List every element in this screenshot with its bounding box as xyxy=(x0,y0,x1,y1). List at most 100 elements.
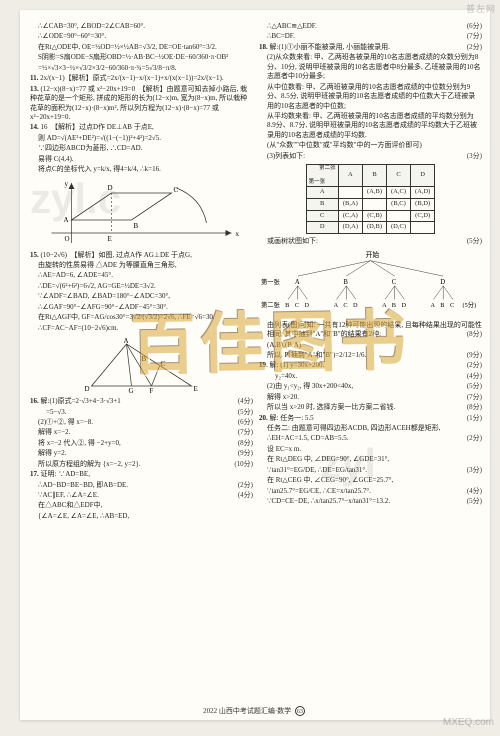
t: ∴BC=DF. xyxy=(267,32,295,40)
watermark-corner: 普左网 xyxy=(466,2,496,15)
t: 解得 x>20. xyxy=(267,393,299,401)
text-line: 将 x=−2 代入②, 得 −2+y=0, (8分) xyxy=(30,439,253,448)
pt-label: C xyxy=(161,360,166,368)
diag-bot: 第一张 xyxy=(309,179,326,186)
text-line: ∴∠ODE=90°−60°=30°. xyxy=(30,32,253,41)
pt-label: B xyxy=(134,222,139,230)
tree-node: B xyxy=(285,302,289,309)
tree-node: D xyxy=(401,302,406,309)
text-line: 从平均数来看: 甲、乙两班被录用的10名志愿者成绩的平均数分别为8.9分、8.7… xyxy=(259,112,482,140)
text-line: (3)列表如下: xyxy=(259,152,482,161)
text-line: S阴影=S扇ODE−S扇形OBD=½·AB·BC−½OE·DE−60/360·π… xyxy=(30,53,253,62)
score: (4分) xyxy=(238,491,253,500)
t: ∴AD−BD=BE−BD, 即AB=DE. xyxy=(38,481,128,489)
t: ∵tan25.7°=EG/CE, ∴CE=x/tan25.7°. xyxy=(267,487,371,495)
pt-label: G xyxy=(129,387,134,394)
text-line: (2)①+②, 得 x=−8.(6分) xyxy=(30,418,253,427)
score: (4分) xyxy=(238,397,253,406)
text-line: 则 AD=√(AE²+DE²)=√((1−(−1))²+4²)=2√5. xyxy=(30,134,253,143)
td: (C,B) xyxy=(363,210,387,222)
q18: 18. 解:(1)①小丽不能被录用, 小丽能被录用.(2分) xyxy=(259,43,482,52)
t: ∵tan31°=EG/DE, ∴DE=EG/tan31°. xyxy=(267,466,367,474)
text-line: 在Rt△AGF中, GF=AG/cos30°=3√2/(√3/2)=2√6, ∴… xyxy=(30,313,253,322)
th: D xyxy=(306,222,338,234)
th: D xyxy=(410,165,434,187)
pt-label: D xyxy=(108,184,113,192)
tree-node: A xyxy=(295,279,300,286)
probability-table: 第二张 第一张 A B C D A (A,B) (A,C) (A,D) B (B… xyxy=(306,164,436,234)
q-num: 15. xyxy=(30,251,39,259)
text-line: 解得 y=2.(9分) xyxy=(30,449,253,458)
text-line: 由旋转的性质易得 △ADE 为等腰直角三角形, xyxy=(30,261,253,270)
t: 将 x=−2 代入②, 得 −2+y=0, xyxy=(38,439,121,447)
page-number: 63 xyxy=(295,706,305,716)
t: 解得 x=−2. xyxy=(38,428,70,436)
text-line: ∴BC=DF. (7分) xyxy=(259,32,482,41)
q15: 15. (10−2√6) 【解析】如图, 过点A作 AG⊥DE 于点G, xyxy=(30,251,253,260)
left-column: ∴∠CAB=30°, ∠BOD=2∠CAB=60°. ∴∠ODE=90°−60°… xyxy=(30,22,253,712)
score: (2分) xyxy=(238,481,253,490)
text-line: 在 Rt△CEG 中, ∠CEG=90°, ∠GCE=25.7°, xyxy=(259,476,482,485)
score: (6分) xyxy=(467,22,482,31)
th: C xyxy=(306,210,338,222)
text-line: ∴EH=AC=1.5, CD=AB=5.5.(2分) xyxy=(259,434,482,443)
text-line: ∴∠GAF=90°−∠AFG=90°−∠ADF−45°=30°. xyxy=(30,303,253,312)
score: (7分) xyxy=(467,393,482,402)
watermark-site: MXEQ.com xyxy=(443,717,494,728)
pt-label: E xyxy=(108,235,112,243)
text-line: ∴CF=AC−AF=(10−2√6)cm. xyxy=(30,324,253,333)
pt-label: A xyxy=(124,337,129,345)
page-container: ∴∠CAB=30°, ∠BOD=2∠CAB=60°. ∴∠ODE=90°−60°… xyxy=(20,10,490,720)
score: (4分) xyxy=(467,372,482,381)
tree-node: C xyxy=(295,302,299,309)
q-num: 14. xyxy=(30,123,39,131)
text-line: 解得 x=−2.(7分) xyxy=(30,428,253,437)
score: (8分) xyxy=(238,439,253,448)
text-line: 在 Rt△DEG 中, ∠DEG=90°, ∠GDE=31°, xyxy=(259,455,482,464)
q-num: 17. xyxy=(30,470,39,478)
th: C xyxy=(387,165,411,187)
td: (D,B) xyxy=(363,222,387,234)
tree-node: D xyxy=(305,302,310,309)
pt-label: B xyxy=(142,355,147,363)
text-line: =½×√3×3−½×√3/2×3/2−60/360·π·¾=5√3/8−π/8. xyxy=(30,64,253,73)
text-line: 任务二: 由题意可得四边形ACDB, 四边形ACEH都是矩形, xyxy=(259,424,482,433)
td: (A,B) xyxy=(363,187,387,199)
td: (D,C) xyxy=(387,222,411,234)
q-body: 2x/(x−1)【解析】原式=2x/(x−1)−x/(x−1)+x/(x(x−1… xyxy=(40,74,223,82)
tree-node: C xyxy=(343,302,347,309)
td xyxy=(387,210,411,222)
t: 解得 y=2. xyxy=(38,449,66,457)
th: B xyxy=(306,198,338,210)
td xyxy=(410,222,434,234)
q-body: 解: (1) y=30x+200. xyxy=(270,361,325,369)
td xyxy=(363,198,387,210)
t: ∵AC∥EF, ∴∠A=∠E. xyxy=(38,491,99,499)
text-line: 将点C的坐标代入 y=k/x, 得4=k/4, ∴k=16. xyxy=(30,165,253,174)
text-line: 所以当 x>20 时, 选择方案一比方案二省钱.(8分) xyxy=(259,403,482,412)
td: (B,A) xyxy=(338,198,362,210)
score: (10分) xyxy=(234,460,253,469)
text-line: ∵∠ADF=∠BAD, ∠BAD=180°−∠ADC=30°, xyxy=(30,292,253,301)
text-line: (A,B),(B,A). xyxy=(259,341,482,350)
footer-text: 2022 山西中考试题汇编·数学 xyxy=(203,707,291,715)
text-line: y₂=40x.(4分) xyxy=(259,372,482,381)
right-column: ∴△ABC≌△EDF.(6分) ∴BC=DF.(7分) 18. 解:(1)①小丽… xyxy=(259,22,482,712)
score: (3分) xyxy=(467,152,482,161)
score: (5分) xyxy=(238,408,253,417)
text-line: ∴AE=AD=6, ∠ADE=45°. xyxy=(30,271,253,280)
score: (2分) xyxy=(467,434,482,443)
tree-label: 第一张 xyxy=(261,277,281,286)
text-line: 从中位数看: 甲、乙两班被录用的10名志愿者成绩的中位数分别为9分、8.5分, … xyxy=(259,83,482,111)
score: (5分) xyxy=(467,382,482,391)
score: (7分) xyxy=(467,32,482,41)
q20: 20. 解: 任务一: 5.5(1分) xyxy=(259,414,482,423)
th: A xyxy=(306,187,338,199)
text-line: 或画树状图如下: xyxy=(259,237,482,246)
text-line: 设 EC=x m. xyxy=(259,445,482,454)
page-footer: 2022 山西中考试题汇编·数学 63 xyxy=(20,706,490,716)
pt-label: A xyxy=(64,216,69,224)
q-num: 13. xyxy=(30,85,39,93)
q11: 11. 2x/(x−1)【解析】原式=2x/(x−1)−x/(x−1)+x/(x… xyxy=(30,74,253,83)
td: (C,A) xyxy=(338,210,362,222)
